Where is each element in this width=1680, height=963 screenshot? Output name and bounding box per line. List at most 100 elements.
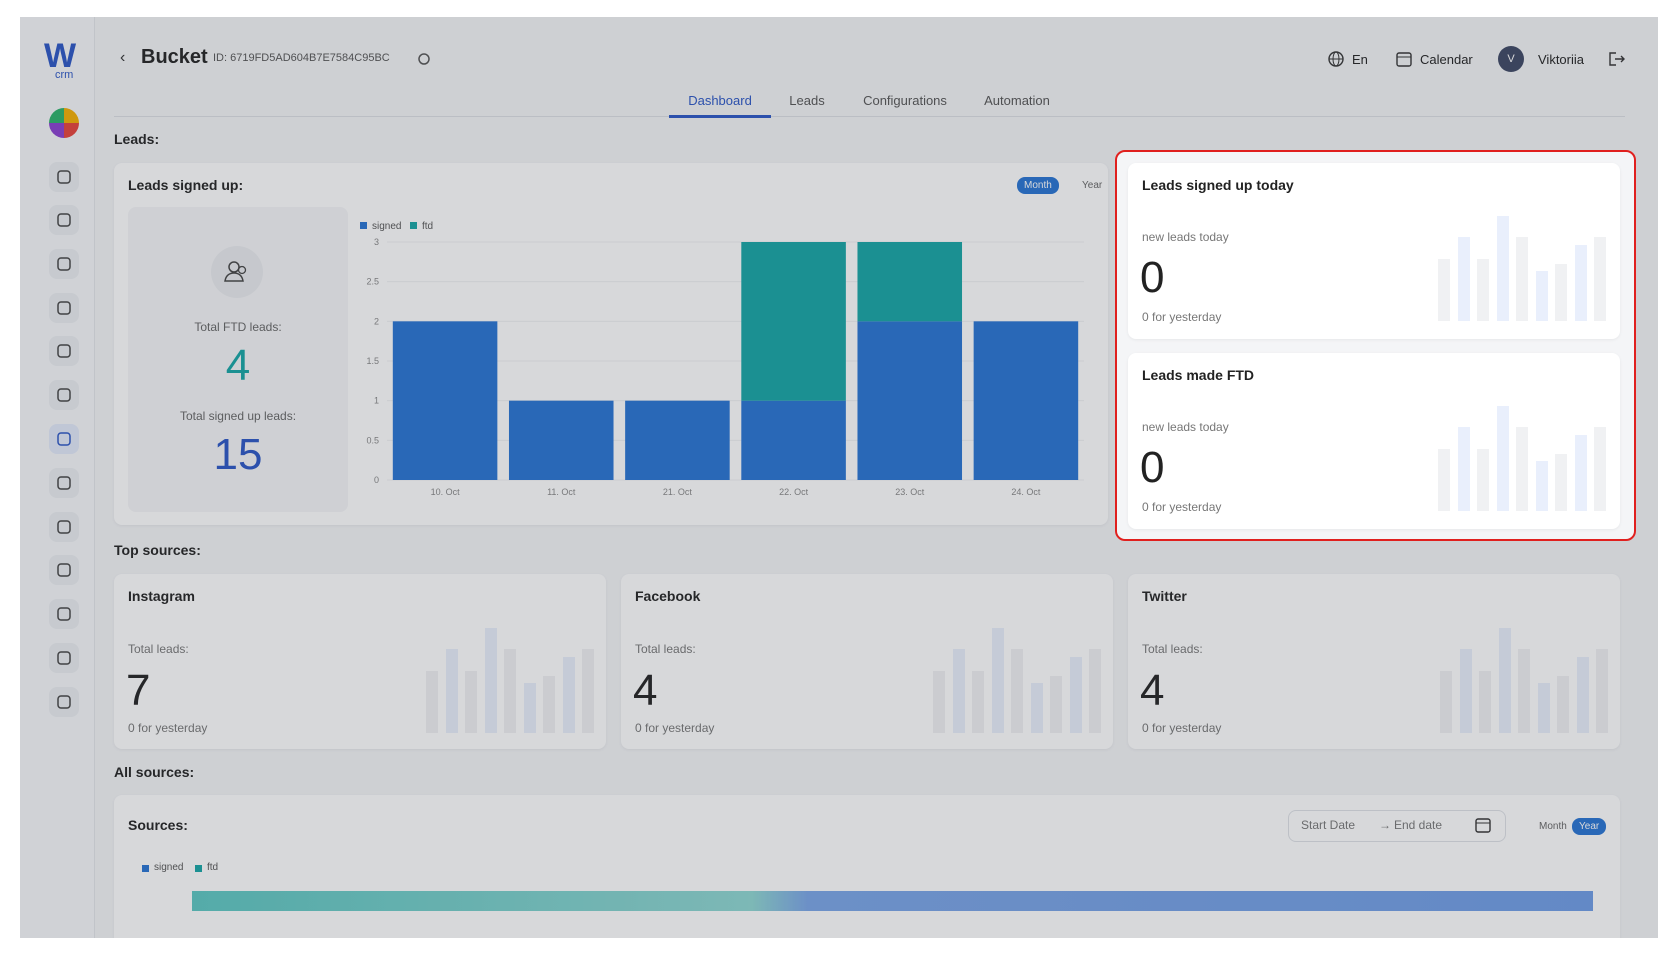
- screen: W crm ‹ Bucket ID: 6719FD5AD604B7E7584C9…: [20, 17, 1658, 938]
- tab[interactable]: Configurations: [863, 93, 947, 108]
- y-tick-label: 2.5: [366, 277, 379, 287]
- nav-icon[interactable]: [49, 512, 79, 542]
- card-value: 4: [633, 666, 658, 715]
- total-value: 4: [225, 341, 251, 390]
- nav-icon[interactable]: [49, 249, 79, 279]
- nav-icon[interactable]: [49, 468, 79, 498]
- total-label: Total FTD leads:: [194, 320, 282, 334]
- nav-icon[interactable]: [49, 162, 79, 192]
- tab[interactable]: Automation: [984, 93, 1050, 108]
- legend-label: signed: [372, 221, 401, 232]
- nav-glyph: [57, 257, 71, 271]
- x-tick-label: 22. Oct: [779, 487, 809, 497]
- nav-glyph: [57, 301, 71, 315]
- sparkline-bar: [1535, 460, 1548, 511]
- users-icon: [211, 246, 263, 298]
- sparkline-bar: [1555, 264, 1568, 321]
- card-note: 0 for yesterday: [635, 721, 715, 735]
- sparkline-bar: [972, 671, 985, 733]
- logout-icon[interactable]: [1607, 50, 1625, 68]
- nav-glyph: [57, 170, 71, 184]
- sparkline-bar: [1459, 649, 1472, 733]
- y-tick-label: 2: [374, 316, 379, 326]
- sparkline-bar: [1496, 216, 1509, 321]
- avatar[interactable]: V: [1498, 46, 1524, 72]
- sparkline-bar: [1516, 427, 1529, 511]
- sparkline-bar: [445, 649, 458, 733]
- nav-icon[interactable]: [49, 205, 79, 235]
- bucket-id: ID: 6719FD5AD604B7E7584C95BC: [213, 52, 390, 64]
- sparkline-bar: [952, 649, 965, 733]
- nav-icon[interactable]: [49, 336, 79, 366]
- nav-glyph: [57, 607, 71, 621]
- palette-icon[interactable]: [49, 108, 79, 138]
- sparkline-bar: [1069, 657, 1082, 733]
- nav-icon[interactable]: [49, 599, 79, 629]
- globe-icon[interactable]: [1327, 50, 1345, 68]
- toggle[interactable]: Year: [1572, 818, 1607, 835]
- card-note: 0 for yesterday: [1142, 310, 1222, 324]
- nav-icon[interactable]: [49, 643, 79, 673]
- nav-glyph: [57, 563, 71, 577]
- nav-icon[interactable]: [49, 293, 79, 323]
- sparkline-bar: [1574, 435, 1587, 511]
- calendar-icon[interactable]: [1475, 817, 1491, 833]
- x-tick-label: 11. Oct: [547, 487, 576, 497]
- sparkline-bar: [1574, 245, 1587, 321]
- toggle[interactable]: Year: [1082, 180, 1103, 191]
- toggle[interactable]: Month: [1017, 177, 1059, 194]
- card-title: Instagram: [128, 588, 195, 604]
- card-value: 0: [1140, 443, 1165, 492]
- arrow: →: [1379, 818, 1391, 832]
- legend-swatch: [360, 222, 367, 229]
- tab[interactable]: Dashboard: [688, 93, 752, 108]
- card-note: 0 for yesterday: [1142, 500, 1222, 514]
- toggle[interactable]: Month: [1539, 821, 1567, 832]
- card-label: new leads today: [1142, 230, 1229, 244]
- legend-label: signed: [154, 862, 184, 873]
- nav-glyph: [57, 388, 71, 402]
- sparkline-bar: [1050, 676, 1063, 733]
- divider: [114, 116, 1625, 117]
- language[interactable]: En: [1352, 52, 1368, 67]
- card-label: new leads today: [1142, 420, 1229, 434]
- calendar-icon[interactable]: [1395, 50, 1413, 68]
- date-range[interactable]: [1288, 810, 1506, 842]
- nav-icon[interactable]: [49, 555, 79, 585]
- nav-icon[interactable]: [49, 424, 79, 454]
- y-tick-label: 0.5: [366, 435, 379, 445]
- nav-glyph: [57, 520, 71, 534]
- card-label: Total leads:: [635, 642, 696, 656]
- card-label: Total leads:: [1142, 642, 1203, 656]
- nav-icon[interactable]: [49, 687, 79, 717]
- sparkline-bar: [1518, 649, 1531, 733]
- start-date[interactable]: Start Date: [1301, 818, 1356, 832]
- link-icon[interactable]: [416, 51, 432, 67]
- nav-icon[interactable]: [49, 380, 79, 410]
- bar: [625, 400, 730, 480]
- sparkline-bar: [1594, 427, 1607, 511]
- sparkline-bar: [1438, 449, 1451, 511]
- back-button[interactable]: ‹: [120, 49, 126, 66]
- sparkline-bar: [1457, 237, 1470, 321]
- total-label: Total signed up leads:: [179, 409, 297, 423]
- section-title: All sources:: [114, 764, 195, 780]
- user-name[interactable]: Viktoriia: [1538, 52, 1585, 67]
- x-tick-label: 23. Oct: [895, 487, 925, 497]
- bar: [508, 400, 614, 480]
- card-title: Twitter: [1142, 588, 1187, 604]
- card-note: 0 for yesterday: [128, 721, 208, 735]
- tab[interactable]: Leads: [789, 93, 825, 108]
- end-date[interactable]: End date: [1394, 818, 1443, 832]
- sources-bar: [192, 891, 1593, 911]
- chart-title: Leads signed up:: [128, 177, 244, 193]
- sparkline-bar: [1537, 682, 1550, 733]
- calendar-link[interactable]: Calendar: [1420, 52, 1473, 67]
- nav-glyph: [57, 344, 71, 358]
- card-note: 0 for yesterday: [1142, 721, 1222, 735]
- sparkline-bar: [1516, 237, 1529, 321]
- page-title: Bucket: [141, 46, 208, 68]
- nav-glyph: [57, 213, 71, 227]
- section-title: Top sources:: [114, 542, 201, 558]
- bar: [857, 321, 963, 480]
